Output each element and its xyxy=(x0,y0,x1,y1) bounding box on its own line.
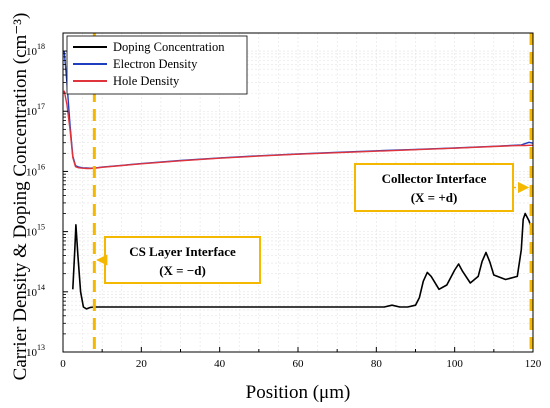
x-tick-label: 100 xyxy=(446,358,463,370)
annotation-title: CS Layer Interface xyxy=(129,244,236,259)
interface-lines xyxy=(92,33,533,352)
y-tick-label: 1015 xyxy=(26,223,45,239)
y-tick-label: 1017 xyxy=(26,102,45,118)
y-axis-title: Carrier Density & Doping Concentration (… xyxy=(10,13,31,381)
x-axis-title: Position (μm) xyxy=(246,382,351,403)
x-tick-label: 0 xyxy=(60,358,66,370)
annotation-subtitle: (X = +d) xyxy=(411,190,458,205)
annotation-box xyxy=(354,163,514,212)
legend-entry: Hole Density xyxy=(113,74,180,88)
y-tick-label: 1014 xyxy=(26,283,45,299)
x-tick-label: 60 xyxy=(293,358,305,370)
annotation-box xyxy=(104,236,261,284)
plot-series xyxy=(63,51,534,310)
x-tick-label: 80 xyxy=(371,358,383,370)
y-tick-label: 1018 xyxy=(26,42,45,58)
x-tick-label: 120 xyxy=(525,358,542,370)
annotation-subtitle: (X = −d) xyxy=(159,263,206,278)
axes: 0 20 40 60 80 100 120 1013 1014 1015 1016 1017 1018 P… xyxy=(10,13,542,403)
hole-densityline xyxy=(63,90,533,170)
collector-annotation: Collector Interface (X = +d) xyxy=(354,163,530,212)
y-tick-label: 1016 xyxy=(26,162,45,178)
annotations: CS Layer Interface (X = −d) Collector Inte… xyxy=(96,163,530,284)
legend: Doping Concentration Electron Density Hole… xyxy=(66,35,248,95)
x-tick-label: 40 xyxy=(214,358,226,370)
x-tick-label: 20 xyxy=(136,358,148,370)
legend-entry: Electron Density xyxy=(113,57,198,71)
annotation-title: Collector Interface xyxy=(382,171,487,186)
doping-concentrationline xyxy=(72,212,534,310)
legend-entry: Doping Concentration xyxy=(113,40,225,54)
cs-layer-annotation: CS Layer Interface (X = −d) xyxy=(96,236,261,284)
y-tick-label: 1013 xyxy=(26,343,45,359)
